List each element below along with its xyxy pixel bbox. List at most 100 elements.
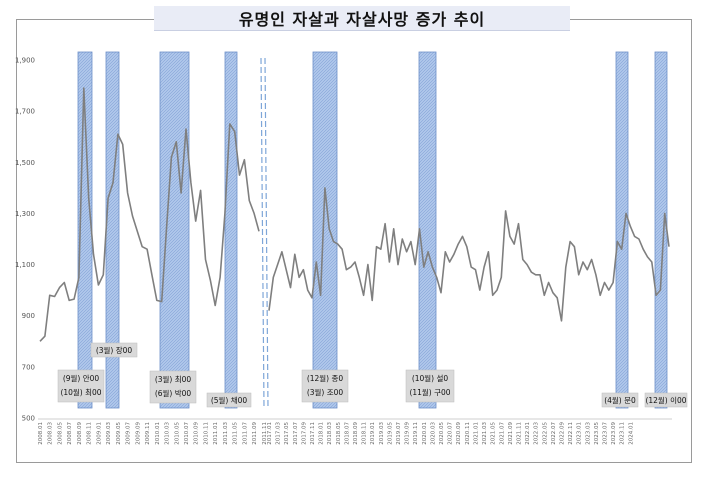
x-tick-label: 2017.01 [267, 422, 273, 445]
annotation-box-4 [206, 392, 252, 408]
x-tick-label: 2008.01 [38, 422, 44, 445]
x-tick-label: 2020.11 [465, 422, 471, 445]
x-tick-label: 2011.11 [262, 422, 268, 445]
x-tick-label: 2022.03 [534, 422, 540, 445]
x-tick-label: 2010.01 [155, 422, 161, 445]
x-tick-label: 2023.03 [585, 422, 591, 445]
y-tick-label: 500 [22, 415, 35, 423]
x-tick-label: 2021.03 [482, 422, 488, 445]
chart-title-box: 유명인 자살과 자살사망 증가 추이 [154, 6, 570, 31]
event-highlight-bar-8 [654, 51, 668, 409]
y-tick-label: 1,700 [15, 108, 35, 116]
x-tick-label: 2009.09 [135, 422, 141, 445]
x-tick-label: 2010.09 [194, 422, 200, 445]
axis-break-mark [260, 57, 265, 409]
event-highlight-bar-7 [615, 51, 629, 409]
x-tick-label: 2017.11 [310, 422, 316, 445]
x-tick-label: 2019.09 [405, 422, 411, 445]
y-tick-label: 900 [22, 312, 35, 320]
x-tick-label: 2010.03 [165, 422, 171, 445]
series-line-2017-2024 [268, 187, 670, 322]
x-tick-label: 2018.03 [327, 422, 333, 445]
x-tick-label: 2023.07 [602, 422, 608, 445]
x-tick-label: 2008.09 [77, 422, 83, 445]
annotation-box-6 [405, 369, 455, 403]
event-highlight-bar-5 [312, 51, 338, 409]
x-tick-label: 2020.01 [422, 422, 428, 445]
x-tick-label: 2010.11 [203, 422, 209, 445]
x-tick-label: 2011.07 [242, 422, 248, 445]
x-tick-label: 2008.11 [87, 422, 93, 445]
x-tick-label: 2021.07 [499, 422, 505, 445]
x-tick-label: 2009.03 [106, 422, 112, 445]
x-tick-label: 2020.03 [430, 422, 436, 445]
x-tick-label: 2019.01 [370, 422, 376, 445]
x-tick-label: 2008.03 [48, 422, 54, 445]
x-tick-label: 2017.03 [276, 422, 282, 445]
x-tick-label: 2011.05 [233, 422, 239, 445]
x-tick-label: 2009.07 [126, 422, 132, 445]
x-tick-label: 2018.09 [353, 422, 359, 445]
x-tick-label: 2019.05 [387, 422, 393, 445]
x-tick-label: 2017.05 [284, 422, 290, 445]
x-tick-label: 2020.05 [439, 422, 445, 445]
annotation-label: (4월) 문0 [604, 395, 636, 405]
axis-break-mark [264, 57, 269, 409]
y-tick-label: 1,300 [15, 210, 35, 218]
y-tick-label: 1,100 [15, 261, 35, 269]
annotation-label: (3월) 최00 [155, 374, 192, 384]
annotation-label: (10월) 최00 [60, 387, 101, 397]
x-tick-label: 2021.09 [508, 422, 514, 445]
annotation-label: (10월) 설0 [412, 373, 449, 383]
x-tick-label: 2019.07 [396, 422, 402, 445]
x-tick-label: 2022.11 [568, 422, 574, 445]
x-tick-label: 2024.01 [628, 422, 634, 445]
x-tick-label: 2019.11 [413, 422, 419, 445]
x-tick-label: 2010.05 [174, 422, 180, 445]
annotation-box-5 [301, 369, 349, 403]
annotation-label: (12월) 이00 [645, 395, 686, 405]
annotation-label: (5월) 채00 [211, 395, 248, 405]
annotation-label: (12월) 종0 [307, 373, 344, 383]
annotation-label: (6월) 박00 [155, 388, 192, 398]
y-tick-label: 700 [22, 363, 35, 371]
x-tick-label: 2011.09 [252, 422, 258, 445]
x-tick-label: 2021.01 [473, 422, 479, 445]
x-tick-label: 2008.05 [57, 422, 63, 445]
event-highlight-bar-6 [418, 51, 437, 409]
x-tick-label: 2020.09 [456, 422, 462, 445]
annotation-box-1 [57, 369, 105, 403]
annotation-label: (11월) 구00 [409, 387, 450, 397]
x-tick-label: 2018.11 [362, 422, 368, 445]
x-tick-label: 2020.07 [448, 422, 454, 445]
annotation-box-2 [90, 342, 138, 358]
x-tick-label: 2009.11 [145, 422, 151, 445]
x-tick-label: 2009.01 [96, 422, 102, 445]
x-tick-label: 2022.05 [542, 422, 548, 445]
x-tick-label: 2018.07 [344, 422, 350, 445]
x-tick-label: 2010.07 [184, 422, 190, 445]
annotation-box-8 [644, 392, 688, 408]
chart-title: 유명인 자살과 자살사망 증가 추이 [238, 10, 486, 29]
y-tick-label: 1,500 [15, 159, 35, 167]
x-tick-label: 2017.09 [301, 422, 307, 445]
event-highlight-bar-3 [159, 51, 190, 409]
annotation-label: (9월) 안00 [63, 373, 100, 383]
x-tick-label: 2011.01 [213, 422, 219, 445]
x-tick-label: 2022.07 [551, 422, 557, 445]
annotation-label: (3월) 장00 [96, 345, 133, 355]
x-tick-label: 2021.11 [516, 422, 522, 445]
x-tick-label: 2019.03 [379, 422, 385, 445]
x-tick-label: 2011.03 [223, 422, 229, 445]
y-tick-label: 1,900 [15, 57, 35, 65]
x-tick-label: 2008.07 [67, 422, 73, 445]
x-tick-label: 2023.05 [594, 422, 600, 445]
x-tick-label: 2021.05 [491, 422, 497, 445]
x-tick-label: 2023.11 [620, 422, 626, 445]
x-tick-label: 2018.01 [319, 422, 325, 445]
event-highlight-bar-4 [224, 51, 238, 409]
x-tick-label: 2022.09 [559, 422, 565, 445]
series-line-2008-2011 [39, 87, 260, 342]
x-tick-label: 2009.05 [116, 422, 122, 445]
